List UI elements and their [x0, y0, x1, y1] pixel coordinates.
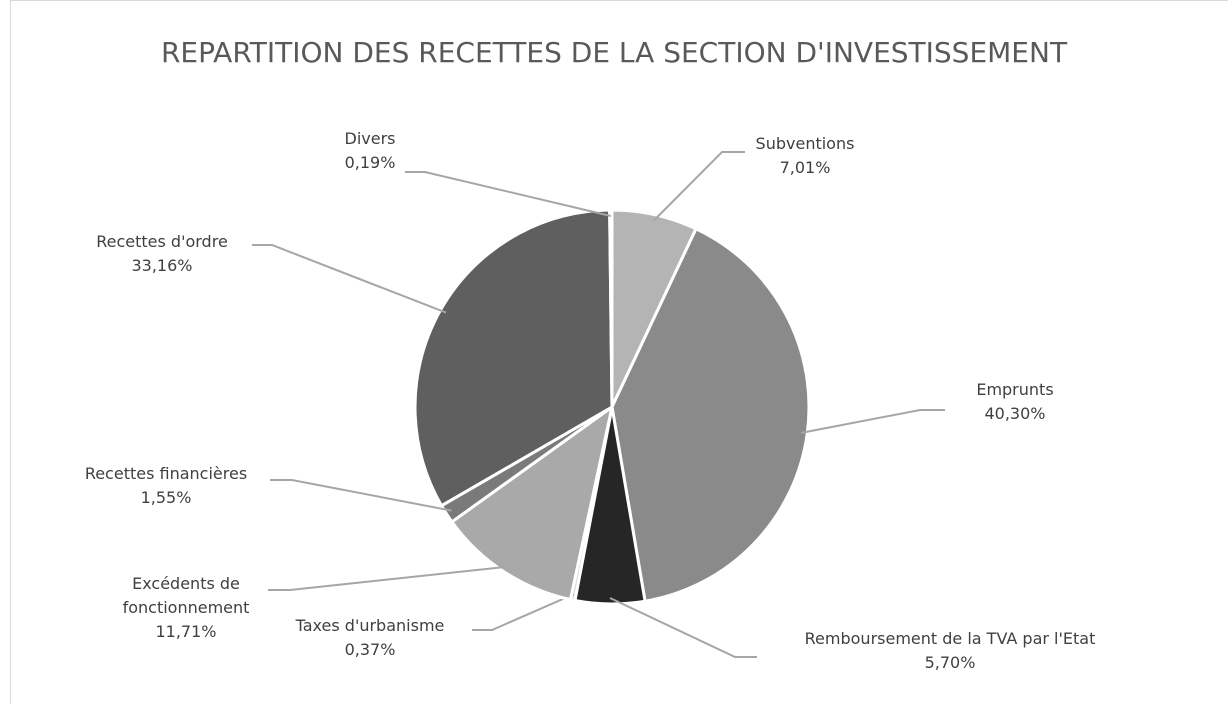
data-label: Recettes d'ordre 33,16%	[62, 230, 262, 278]
data-label: Divers 0,19%	[310, 127, 430, 175]
leader-line	[472, 593, 575, 631]
data-label: Remboursement de la TVA par l'Etat 5,70%	[760, 627, 1140, 675]
data-label: Excédents de fonctionnement 11,71%	[99, 572, 274, 644]
category-label: Remboursement de la TVA par l'Etat	[804, 629, 1096, 648]
pie-slice	[610, 226, 811, 603]
leader-line	[801, 409, 945, 434]
category-label: Subventions	[755, 134, 855, 153]
value-label: 40,30%	[984, 404, 1046, 423]
leader-line	[405, 171, 612, 217]
leader-line	[270, 479, 452, 512]
category-label: Taxes d'urbanisme	[295, 616, 445, 635]
value-label: 11,71%	[155, 622, 217, 641]
data-label: Emprunts 40,30%	[925, 378, 1105, 426]
data-label: Subventions 7,01%	[715, 132, 895, 180]
frame	[10, 0, 1228, 704]
category-label: Excédents de fonctionnement	[122, 574, 250, 617]
leader-line	[609, 597, 757, 658]
leader-line	[252, 244, 447, 314]
leader-line	[268, 565, 508, 591]
value-label: 33,16%	[131, 256, 193, 275]
data-label: Recettes financières 1,55%	[61, 462, 271, 510]
data-label: Taxes d'urbanisme 0,37%	[270, 614, 470, 662]
category-label: Emprunts	[976, 380, 1054, 399]
value-label: 1,55%	[140, 488, 192, 507]
value-label: 5,70%	[924, 653, 976, 672]
value-label: 0,19%	[344, 153, 396, 172]
value-label: 0,37%	[344, 640, 396, 659]
value-label: 7,01%	[779, 158, 831, 177]
pie-slice	[449, 403, 615, 602]
category-label: Recettes financières	[84, 464, 248, 483]
chart-title: REPARTITION DES RECETTES DE LA SECTION D…	[160, 36, 1068, 69]
category-label: Recettes d'ordre	[96, 232, 228, 251]
category-label: Divers	[344, 129, 396, 148]
leader-line	[653, 151, 745, 222]
pie-slice	[608, 208, 614, 408]
